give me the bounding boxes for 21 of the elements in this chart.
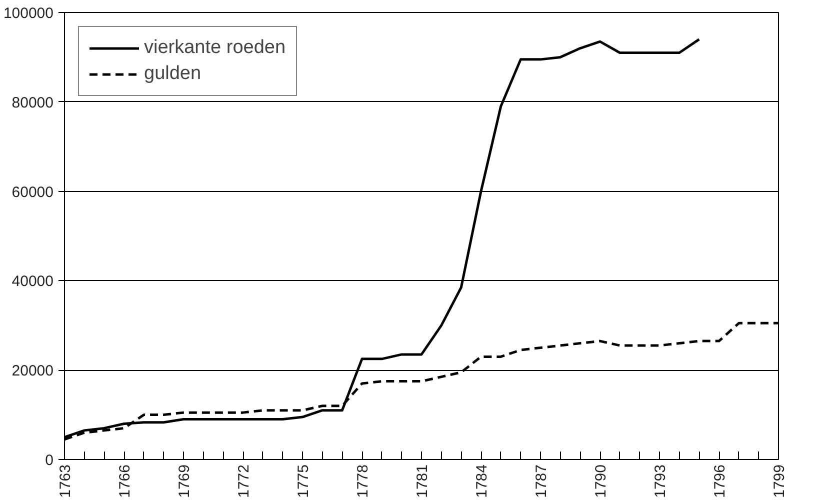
x-tick-label: 1799 (771, 464, 788, 498)
x-tick-label: 1775 (295, 464, 312, 498)
legend-label: vierkante roeden (144, 37, 286, 59)
y-tick-label: 40000 (12, 273, 54, 290)
x-tick-label: 1796 (712, 464, 728, 498)
x-tick-label: 1793 (652, 464, 669, 498)
x-tick-label: 1781 (414, 464, 431, 498)
x-tick-label: 1787 (533, 464, 550, 498)
x-tick-label: 1784 (474, 464, 490, 498)
x-tick-label: 1790 (592, 464, 610, 498)
x-tick-label: 1769 (176, 464, 193, 498)
y-tick-label: 80000 (12, 94, 54, 112)
y-tick-label: 20000 (12, 362, 54, 380)
x-tick-label: 1766 (116, 464, 134, 498)
y-tick-label: 100000 (3, 5, 54, 22)
x-tick-label: 1772 (236, 464, 252, 498)
y-tick-label: 0 (45, 452, 54, 469)
x-tick-label: 1778 (354, 464, 372, 498)
y-tick-label: 60000 (12, 184, 54, 201)
x-tick-label: 1763 (57, 464, 74, 498)
legend-label: gulden (144, 63, 202, 85)
